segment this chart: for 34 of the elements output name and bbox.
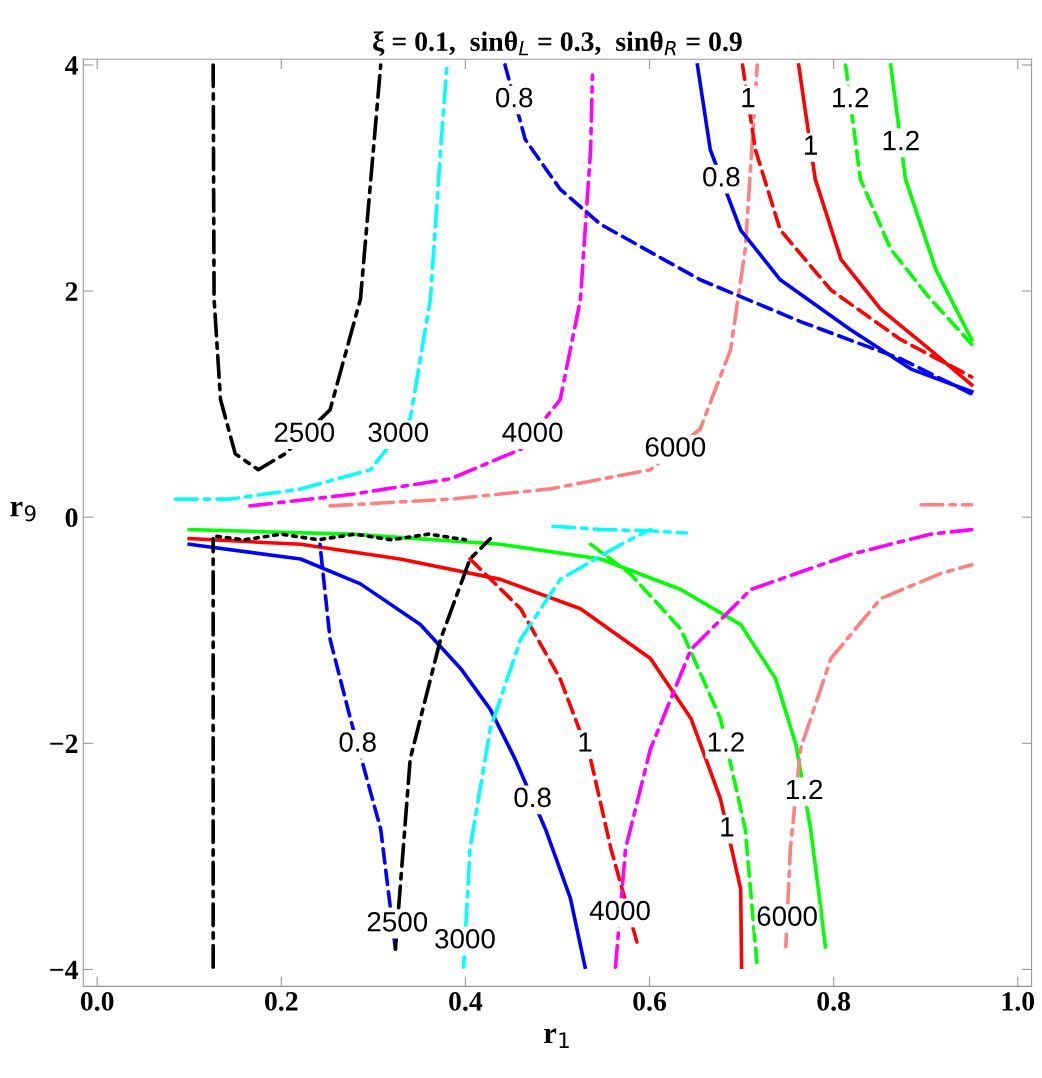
annotation: 2500 xyxy=(367,911,428,932)
y-tick-label: −4 xyxy=(50,960,78,980)
x-tick-label: 0.2 xyxy=(264,992,298,1011)
annotation: 6000 xyxy=(645,437,706,457)
annotation: 6000 xyxy=(757,906,817,926)
annotation: 1.2 xyxy=(833,87,869,108)
annotation: 0.8 xyxy=(514,787,551,808)
x-axis-title: r$_{1}$ xyxy=(544,1028,569,1048)
annotation: 3000 xyxy=(435,928,495,949)
y-tick-label: 0 xyxy=(65,508,78,528)
chart-title: ξ = 0.1, sinθ$_{L}$ = 0.3, sinθ$_{R}$ = 0.9 xyxy=(373,31,742,57)
annotation: 0.8 xyxy=(703,166,740,187)
y-tick-label: −2 xyxy=(50,734,78,753)
annotation: 1.2 xyxy=(787,779,823,800)
annotation: 1 xyxy=(805,135,817,155)
annotation: 1 xyxy=(579,732,592,752)
annotation: 2500 xyxy=(274,422,335,443)
annotation: 1.2 xyxy=(883,130,919,151)
y-tick-label: 2 xyxy=(65,282,78,301)
annotation: 3000 xyxy=(368,422,429,443)
annotation: 1 xyxy=(742,88,755,108)
x-tick-label: 1.0 xyxy=(1002,992,1035,1011)
x-tick-label: 0.4 xyxy=(449,992,483,1011)
annotation: 4000 xyxy=(589,900,650,921)
x-tick-label: 0.6 xyxy=(633,992,667,1011)
y-tick-label: 4 xyxy=(64,56,78,75)
annotation: 0.8 xyxy=(339,732,376,752)
annotation: 1.2 xyxy=(708,732,744,752)
annotation: 0.8 xyxy=(495,87,533,108)
y-axis-title: r$_{9}$ xyxy=(10,501,36,522)
x-tick-label: 0.8 xyxy=(817,992,851,1011)
annotation: 1 xyxy=(721,817,734,837)
annotation: 4000 xyxy=(502,422,563,443)
x-tick-label: 0.0 xyxy=(80,992,114,1011)
